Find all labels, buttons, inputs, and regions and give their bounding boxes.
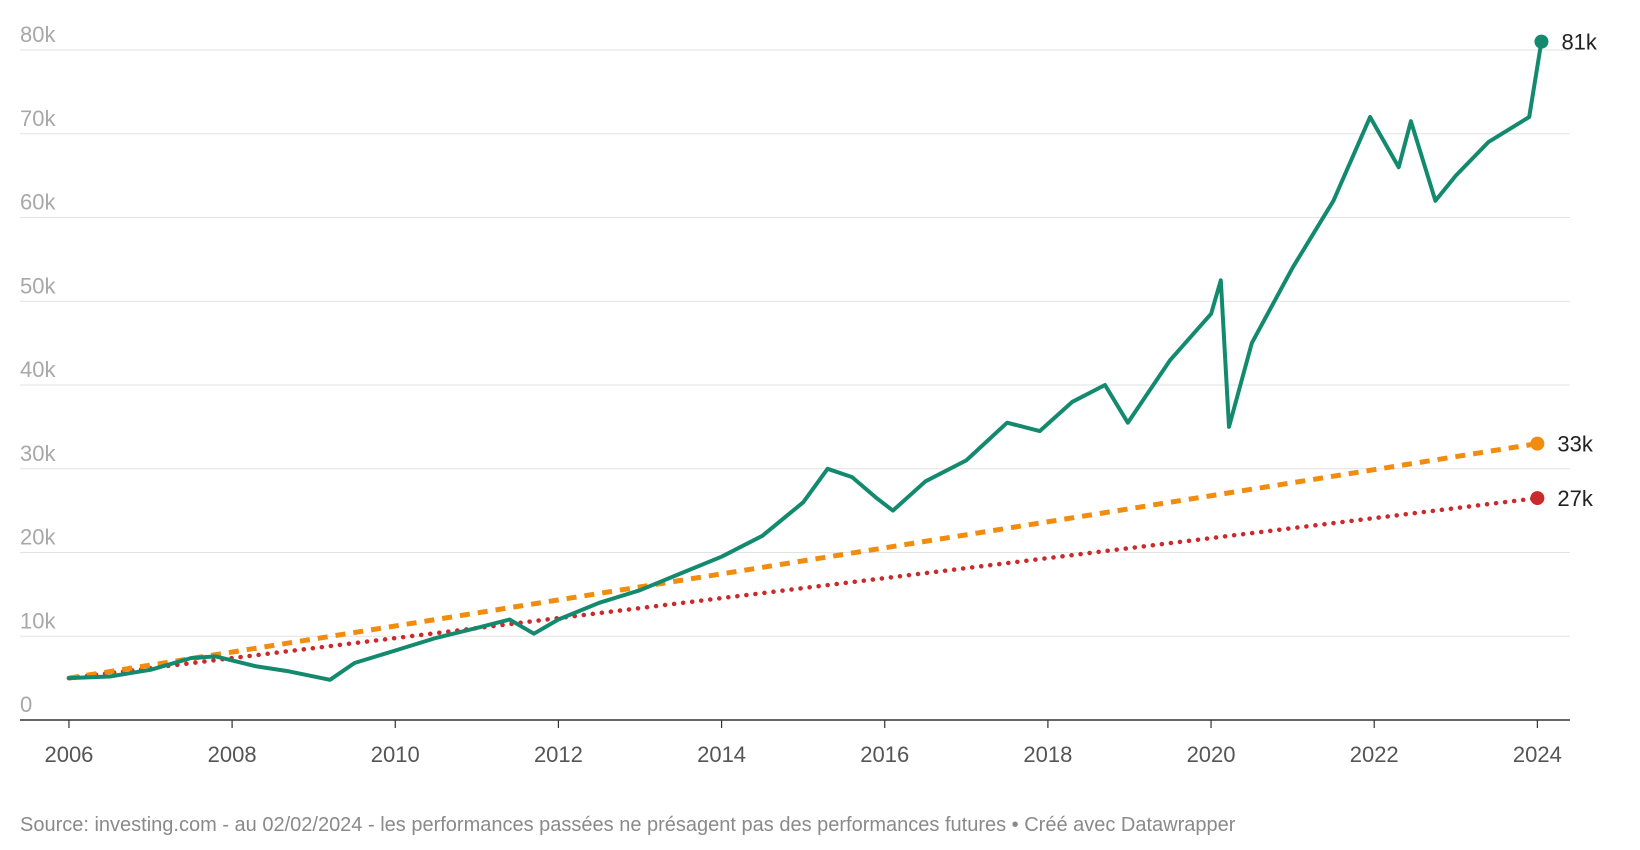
x-tick-label: 2024 bbox=[1513, 742, 1562, 767]
series-end-marker-2 bbox=[1530, 436, 1545, 451]
y-tick-label: 80k bbox=[20, 22, 56, 47]
y-tick-label: 10k bbox=[20, 608, 56, 633]
y-tick-label: 20k bbox=[20, 525, 56, 550]
x-tick-label: 2006 bbox=[44, 742, 93, 767]
y-tick-label: 40k bbox=[20, 357, 56, 382]
series-line-3 bbox=[66, 495, 1540, 681]
series-end-label-3: 27k bbox=[1557, 486, 1593, 511]
x-tick-label: 2014 bbox=[697, 742, 746, 767]
x-tick-label: 2018 bbox=[1023, 742, 1072, 767]
series-end-label-2: 33k bbox=[1557, 432, 1593, 457]
y-tick-label: 60k bbox=[20, 190, 56, 215]
series-line-1 bbox=[66, 39, 1544, 682]
x-tick-label: 2008 bbox=[208, 742, 257, 767]
series-end-marker-3 bbox=[1530, 491, 1545, 506]
x-tick-label: 2022 bbox=[1350, 742, 1399, 767]
x-tick-label: 2012 bbox=[534, 742, 583, 767]
x-tick-label: 2016 bbox=[860, 742, 909, 767]
series-end-label-1: 81k bbox=[1561, 30, 1597, 55]
x-tick-label: 2010 bbox=[371, 742, 420, 767]
y-tick-label: 30k bbox=[20, 441, 56, 466]
y-tick-label: 0 bbox=[20, 692, 32, 717]
y-tick-label: 70k bbox=[20, 106, 56, 131]
series-line-2 bbox=[68, 441, 1538, 681]
series-end-marker-1 bbox=[1534, 34, 1549, 49]
source-note: Source: investing.com - au 02/02/2024 - … bbox=[20, 814, 1236, 836]
y-tick-label: 50k bbox=[20, 273, 56, 298]
line-chart: 0 10k 20k 30k 40k 50k 60k 70k 80k 2006 2008 2010 201… bbox=[20, 22, 1598, 767]
x-tick-label: 2020 bbox=[1187, 742, 1236, 767]
chart-canvas: 0 10k 20k 30k 40k 50k 60k 70k 80k 2006 2008 2010 201… bbox=[20, 22, 1598, 767]
